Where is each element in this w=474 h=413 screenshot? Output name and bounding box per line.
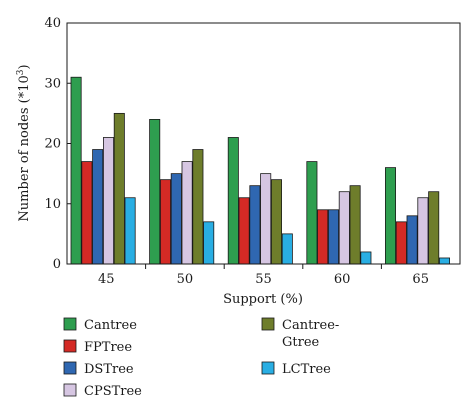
bar-dstree-45 — [92, 149, 104, 265]
x-tick-label: 45 — [98, 272, 115, 287]
legend-swatch-cantree — [63, 317, 77, 331]
legend-label-cantree-gtree-line-0: Cantree- — [282, 318, 339, 333]
bar-fptree-65 — [395, 221, 407, 265]
bar-cantree-gtree-45 — [113, 112, 125, 265]
y-tick-label: 0 — [53, 257, 61, 272]
legend-label-dstree: DSTree — [84, 362, 134, 377]
x-tick-label: 60 — [334, 272, 351, 287]
bar-lctree-55 — [281, 233, 293, 265]
bar-fptree-55 — [238, 197, 250, 265]
legend-swatch-dstree — [63, 361, 77, 375]
bar-fptree-50 — [159, 179, 171, 265]
legend-label-cpstree: CPSTree — [84, 384, 142, 399]
bar-cantree-60 — [306, 161, 318, 265]
bar-cantree-gtree-65 — [428, 191, 440, 265]
y-axis-title-superscript: 3 — [16, 69, 26, 75]
bar-cpstree-45 — [103, 137, 115, 265]
bars — [70, 76, 450, 265]
bar-cantree-45 — [70, 76, 82, 265]
y-tick-label: 10 — [44, 197, 61, 212]
bar-cpstree-50 — [181, 161, 193, 265]
y-axis-title-end: ) — [17, 64, 32, 69]
legend-swatch-cpstree — [63, 383, 77, 397]
bar-fptree-60 — [317, 209, 329, 265]
bar-lctree-50 — [203, 221, 215, 265]
bar-cantree-50 — [149, 119, 161, 265]
bar-lctree-65 — [438, 257, 450, 265]
y-axis-title-main: Number of nodes (*10 — [17, 75, 32, 221]
y-tick-label: 30 — [44, 76, 61, 91]
y-axis-ticks: 0 10 20 30 40 — [44, 16, 71, 272]
y-tick-label: 20 — [44, 137, 61, 152]
x-tick-label: 55 — [255, 272, 272, 287]
bar-lctree-45 — [124, 197, 136, 265]
bar-dstree-65 — [406, 215, 418, 265]
legend-swatch-fptree — [63, 339, 77, 353]
bar-dstree-60 — [327, 209, 339, 265]
x-axis-title: Support (%) — [223, 292, 303, 307]
bar-cpstree-65 — [417, 197, 429, 265]
bar-cpstree-60 — [338, 191, 350, 265]
y-axis-title: Number of nodes (*103) — [16, 64, 32, 221]
legend: Cantree FPTree DSTree CPSTree Cantree- Gtree L… — [63, 317, 339, 399]
legend-label-cantree: Cantree — [84, 318, 137, 333]
y-tick-label: 40 — [44, 16, 61, 31]
plot-frame — [66, 22, 461, 265]
bar-cpstree-55 — [260, 173, 272, 265]
bar-cantree-gtree-60 — [349, 185, 361, 265]
bar-fptree-45 — [81, 161, 93, 265]
x-axis-ticks: 45 50 55 60 65 — [98, 264, 429, 287]
bar-cantree-gtree-55 — [270, 179, 282, 265]
x-tick-label: 65 — [412, 272, 429, 287]
legend-label-lctree: LCTree — [282, 362, 331, 377]
legend-label-fptree: FPTree — [84, 340, 132, 355]
legend-swatch-cantree-gtree — [261, 317, 275, 331]
bar-dstree-50 — [170, 173, 182, 265]
bar-cantree-gtree-50 — [192, 149, 204, 265]
x-tick-label: 50 — [177, 272, 194, 287]
legend-swatch-lctree — [261, 361, 275, 375]
bar-cantree-65 — [384, 167, 396, 265]
bar-lctree-60 — [360, 251, 372, 265]
legend-label-cantree-gtree-line-1: Gtree — [282, 335, 320, 350]
bar-dstree-55 — [249, 185, 261, 265]
bar-cantree-55 — [227, 137, 239, 265]
